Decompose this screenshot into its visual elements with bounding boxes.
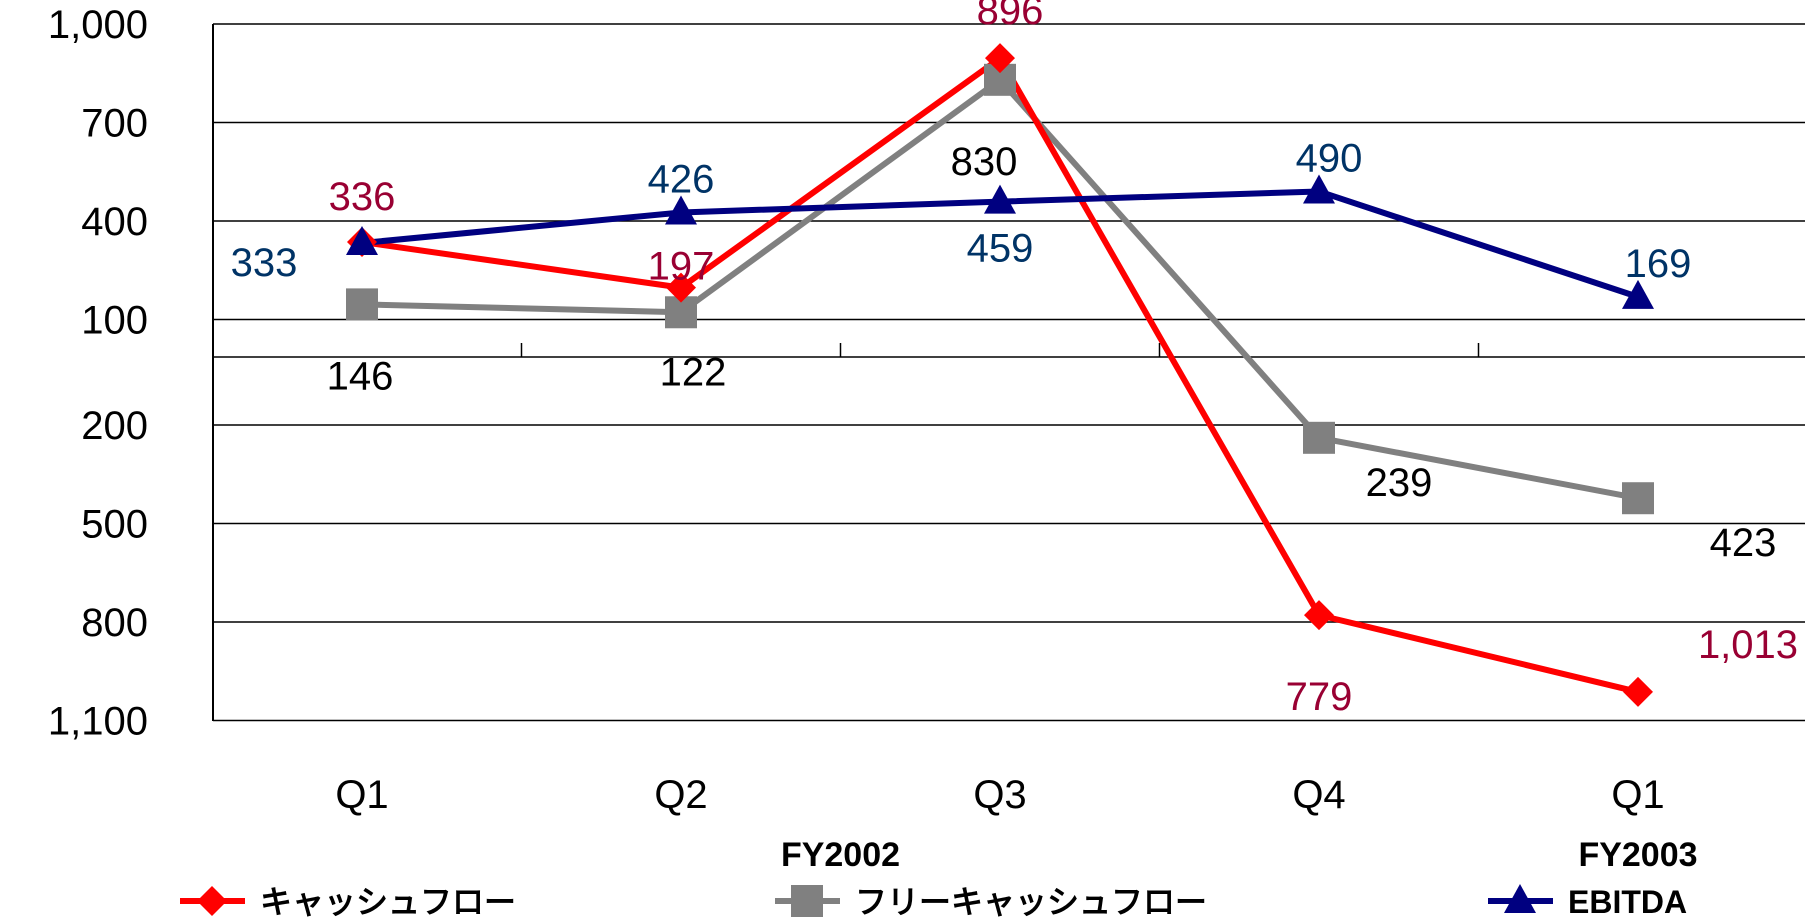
axes	[212, 24, 1805, 721]
series-0-point	[985, 43, 1015, 74]
fiscal-year-label: FY2003	[1578, 836, 1697, 874]
legend-marker	[197, 886, 227, 916]
series-2-point	[984, 184, 1016, 214]
y-tick-label: 500	[81, 503, 148, 547]
data-label: 830	[951, 140, 1018, 184]
series-0-point	[1304, 600, 1334, 631]
y-tick-label: 1,000	[48, 3, 148, 47]
x-tick-label: Q3	[973, 773, 1026, 817]
fiscal-year-label: FY2002	[781, 836, 900, 874]
legend-label: フリーキャッシュフロー	[855, 884, 1207, 920]
legend-label: EBITDA	[1568, 884, 1687, 920]
series-2-point	[1303, 174, 1335, 204]
legend-label: キャッシュフロー	[260, 884, 516, 920]
data-label: 197	[648, 245, 715, 289]
series-2-point	[1622, 279, 1654, 309]
gridlines	[213, 23, 1805, 722]
data-label: 426	[648, 157, 715, 201]
series-2-point	[346, 225, 378, 255]
y-tick-label: 800	[81, 601, 148, 645]
legend-marker	[1504, 884, 1536, 913]
data-label: 239	[1366, 461, 1433, 505]
data-label: 169	[1625, 242, 1692, 286]
y-tick-label: 400	[81, 200, 148, 244]
x-tick-label: Q1	[1611, 773, 1664, 817]
data-label: 1,013	[1698, 623, 1798, 667]
fiscal-year-labels: FY2002 FY2003	[781, 836, 1698, 874]
y-axis-tick-labels: 1,000 700 400 100 200 500 800 1,100	[48, 3, 148, 744]
data-label: 336	[329, 175, 396, 219]
legend: キャッシュフロー フリーキャッシュフロー EBITDA	[180, 884, 1687, 920]
data-label: 146	[327, 354, 394, 398]
data-label: 122	[660, 350, 727, 394]
data-label: 333	[231, 241, 298, 285]
series-0-point	[1623, 676, 1653, 707]
data-label: 490	[1296, 136, 1363, 180]
legend-marker	[791, 885, 823, 917]
x-axis-tick-labels: Q1 Q2 Q3 Q4 Q1	[335, 773, 1664, 817]
x-tick-label: Q1	[335, 773, 388, 817]
y-tick-label: 1,100	[48, 700, 148, 744]
series-1-point	[1303, 421, 1335, 454]
series-2-point	[665, 195, 697, 225]
series-1-point	[1622, 482, 1654, 515]
y-tick-label: 200	[81, 404, 148, 448]
x-tick-label: Q4	[1292, 773, 1345, 817]
series-0-point	[666, 272, 696, 303]
series-markers	[346, 43, 1654, 707]
y-tick-label: 100	[81, 299, 148, 343]
data-labels: 336 197 896 779 1,013 146 122 830 239 423 333 426 45…	[231, 0, 1798, 719]
series-1-point	[346, 288, 378, 321]
x-tick-label: Q2	[654, 773, 707, 817]
data-label: 459	[967, 227, 1034, 271]
data-label: 423	[1710, 521, 1777, 565]
data-label: 779	[1286, 675, 1353, 719]
data-label: 896	[977, 0, 1044, 33]
y-tick-label: 700	[81, 102, 148, 146]
